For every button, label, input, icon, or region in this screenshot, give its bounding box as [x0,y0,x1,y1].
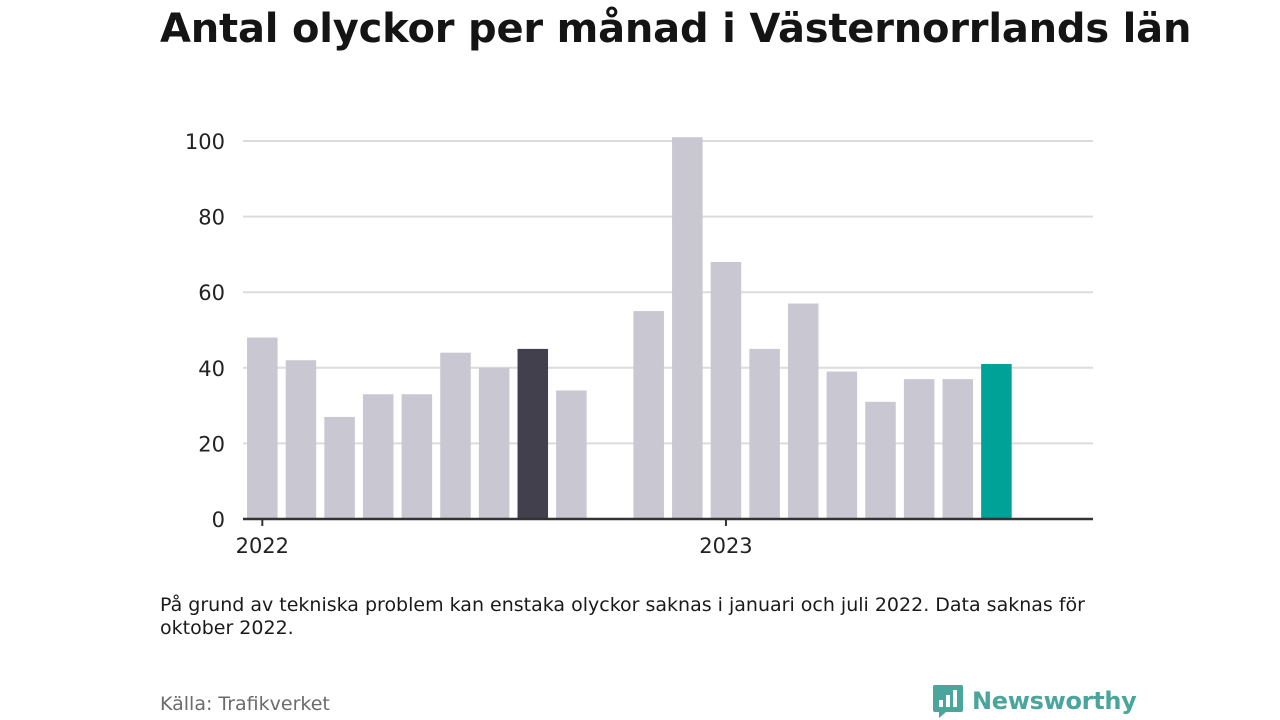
bar-2023-04 [826,371,858,519]
bar-2023-07 [942,379,974,519]
bar-2022-03 [324,416,355,519]
bar-2022-11 [633,311,664,519]
bar-chart: 0 20 40 60 80 100 2022 2023 41 [185,0,1093,558]
brand-name: Newsworthy [972,687,1137,715]
bar-2022-04 [362,394,394,519]
bar-2023-01 [710,261,742,519]
source-credit: Källa: Trafikverket [160,693,330,715]
newsworthy-logo-icon [933,685,963,718]
data-labels: 41 [1060,0,1088,6]
chart-note: På grund av tekniska problem kan enstaka… [160,594,1085,639]
bar-2022-07 [478,367,510,519]
bar-2022-09 [556,390,587,519]
y-tick-label: 20 [198,432,225,456]
chart-title: Antal olyckor per månad i Västernorrland… [160,6,1192,52]
bars [247,137,1012,519]
y-tick-label: 0 [212,508,225,532]
bar-2023-05 [865,401,896,519]
y-tick-label: 40 [198,357,225,381]
bar-2022-12 [672,137,703,519]
x-axis: 2022 2023 [236,517,1093,558]
bar-2022-05 [401,394,433,519]
bar-2023-06 [903,379,935,519]
bar-2023-03 [787,303,819,519]
bar-2022-08 [517,348,549,519]
y-axis-ticks: 0 20 40 60 80 100 [185,130,225,532]
x-tick-label-2023: 2023 [699,534,752,558]
bar-2022-06 [440,352,471,519]
bar-2022-01 [247,337,278,519]
bar-2023-02 [749,348,780,519]
y-tick-label: 80 [198,206,225,230]
y-tick-label: 100 [185,130,225,154]
brand-logo: Newsworthy [932,683,1137,719]
x-tick-label-2022: 2022 [236,534,289,558]
data-label-2023-10: 41 [1060,0,1088,6]
y-tick-label: 60 [198,281,225,305]
bar-2023-08 [981,364,1012,519]
bar-2022-02 [285,360,317,519]
